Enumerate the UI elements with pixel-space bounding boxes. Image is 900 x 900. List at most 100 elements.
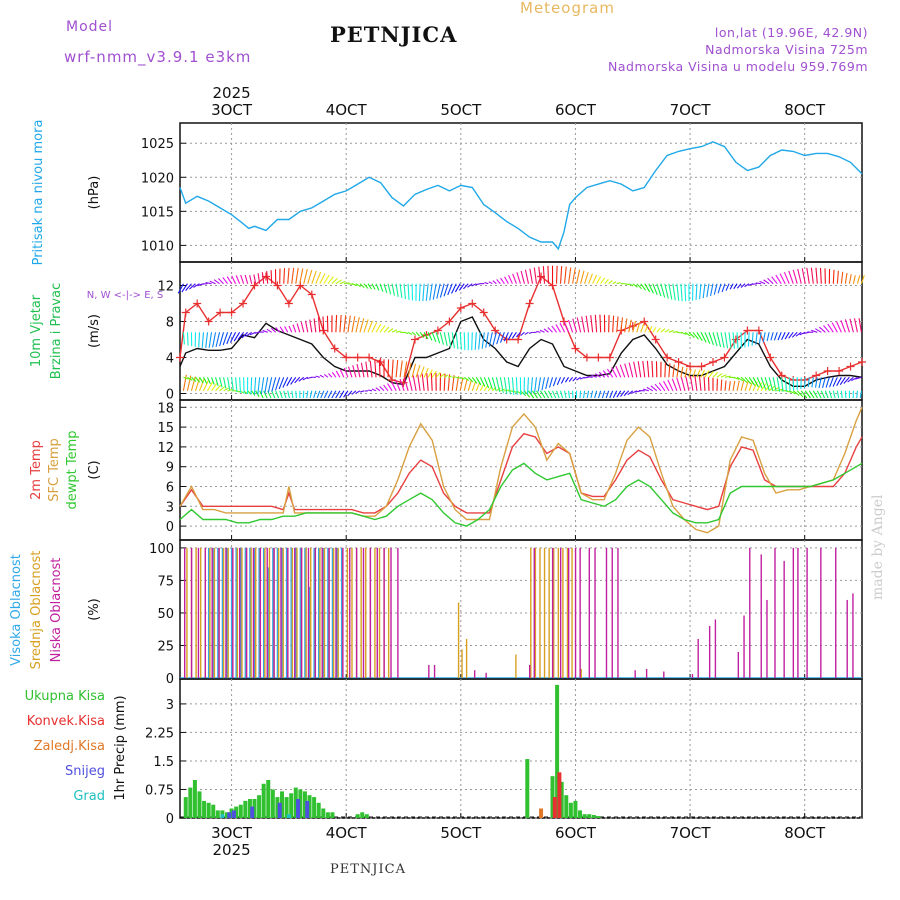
wind-arrow	[395, 283, 399, 297]
gust-marker	[663, 353, 672, 362]
wind-arrow	[351, 390, 357, 395]
y-tick-label-wind: 8	[166, 316, 174, 331]
series-line-dewpt	[179, 462, 863, 527]
top-tick-label-8OCT: 8OCT	[784, 101, 826, 119]
wind-arrow	[507, 332, 513, 340]
wind-arrow	[274, 377, 281, 391]
wind-arrow	[699, 283, 702, 300]
wind-arrow	[499, 332, 505, 343]
wind-arrow	[788, 377, 791, 392]
wind-arrow	[302, 376, 309, 381]
wind-compass: N, W <-|-> E, S	[87, 290, 163, 301]
wind-arrow	[222, 277, 229, 285]
wind-arrow	[460, 376, 465, 380]
wind-arrow	[456, 376, 461, 379]
wind-arrow	[559, 322, 566, 333]
wind-arrow	[368, 389, 373, 392]
precip-bar-total	[289, 793, 294, 818]
series-line-pressure	[179, 141, 863, 251]
wind-arrow	[492, 280, 497, 285]
wind-arrow	[226, 332, 233, 345]
wind-arrow	[186, 375, 192, 391]
wind-arrow	[736, 332, 739, 349]
bottom-tick-label-6OCT: 6OCT	[555, 824, 597, 842]
wind-arrow	[335, 370, 341, 378]
gust-marker	[227, 308, 236, 317]
wind-arrow	[218, 278, 224, 285]
wind-arrow	[594, 373, 601, 378]
wind-arrow	[264, 377, 269, 394]
wind-arrow	[492, 332, 497, 346]
wind-arrow	[642, 360, 646, 378]
precip-bar-total	[316, 802, 321, 818]
wind-arrow	[375, 387, 381, 392]
wind-arrow	[439, 283, 445, 298]
wind-arrow	[347, 315, 351, 333]
gust-marker	[743, 326, 752, 335]
wind-arrow	[591, 374, 597, 378]
wind-arrow	[560, 377, 566, 384]
wind-arrow	[632, 320, 637, 333]
gust-marker	[571, 344, 580, 353]
y-tick-label-precip: 1.5	[153, 755, 174, 770]
wind-arrow	[403, 283, 406, 300]
wind-arrow	[792, 269, 798, 284]
wind-arrow	[811, 377, 814, 388]
wind-arrow	[791, 331, 798, 338]
wind-arrow	[556, 390, 560, 399]
wind-arrow	[820, 390, 826, 399]
wind-arrow	[339, 280, 346, 285]
wind-arrow	[395, 359, 399, 378]
precip-bar-total	[192, 779, 197, 818]
wind-arrow	[700, 369, 705, 378]
wind-arrow	[763, 279, 770, 285]
gust-marker	[353, 353, 362, 362]
wind-arrow	[270, 327, 277, 333]
wind-arrow	[640, 283, 647, 291]
wind-arrow	[637, 361, 642, 378]
wind-arrow	[740, 283, 746, 288]
gust-marker	[640, 317, 649, 326]
station-title: PETNJICA	[330, 22, 458, 47]
wind-arrow	[383, 283, 388, 294]
wind-arrow	[369, 360, 373, 378]
wind-arrow	[258, 331, 264, 333]
precip-bar-hail	[286, 814, 291, 818]
wind-arrow	[383, 384, 389, 392]
wind-arrow	[646, 386, 654, 392]
wind-arrow	[343, 367, 349, 378]
wind-arrow	[471, 283, 477, 287]
wind-arrow	[283, 390, 287, 399]
wind-arrow	[282, 377, 289, 388]
wind-arrow	[572, 376, 577, 382]
bottom-tick-label-4OCT: 4OCT	[326, 824, 368, 842]
precip-bar-total	[573, 800, 578, 818]
wind-arrow	[747, 332, 750, 347]
gust-marker	[582, 353, 591, 362]
wind-arrow	[844, 319, 850, 333]
wind-arrow	[443, 374, 449, 378]
wind-arrow	[536, 330, 541, 333]
wind-arrow	[860, 275, 865, 284]
wind-arrow	[552, 377, 558, 387]
wind-arrow	[720, 374, 727, 378]
wind-arrow	[806, 267, 810, 284]
wind-arrow	[430, 372, 433, 391]
wind-arrow	[548, 377, 554, 388]
wind-arrow	[818, 377, 822, 388]
wind-arrow	[474, 332, 477, 350]
wind-arrow	[533, 267, 538, 284]
y-tick-label-temp: 0	[166, 520, 174, 535]
wind-arrow	[744, 380, 749, 391]
wind-arrow	[235, 390, 241, 393]
wind-arrow	[415, 365, 421, 378]
wind-arrow	[467, 376, 474, 383]
wind-arrow	[426, 373, 429, 391]
wind-arrow	[432, 283, 437, 300]
wind-arrow	[751, 332, 754, 346]
wind-arrow	[567, 319, 574, 333]
y-unit-cloud: (%)	[87, 598, 102, 621]
gust-marker	[307, 290, 316, 299]
wind-arrow	[692, 331, 699, 340]
wind-arrow	[229, 332, 237, 343]
